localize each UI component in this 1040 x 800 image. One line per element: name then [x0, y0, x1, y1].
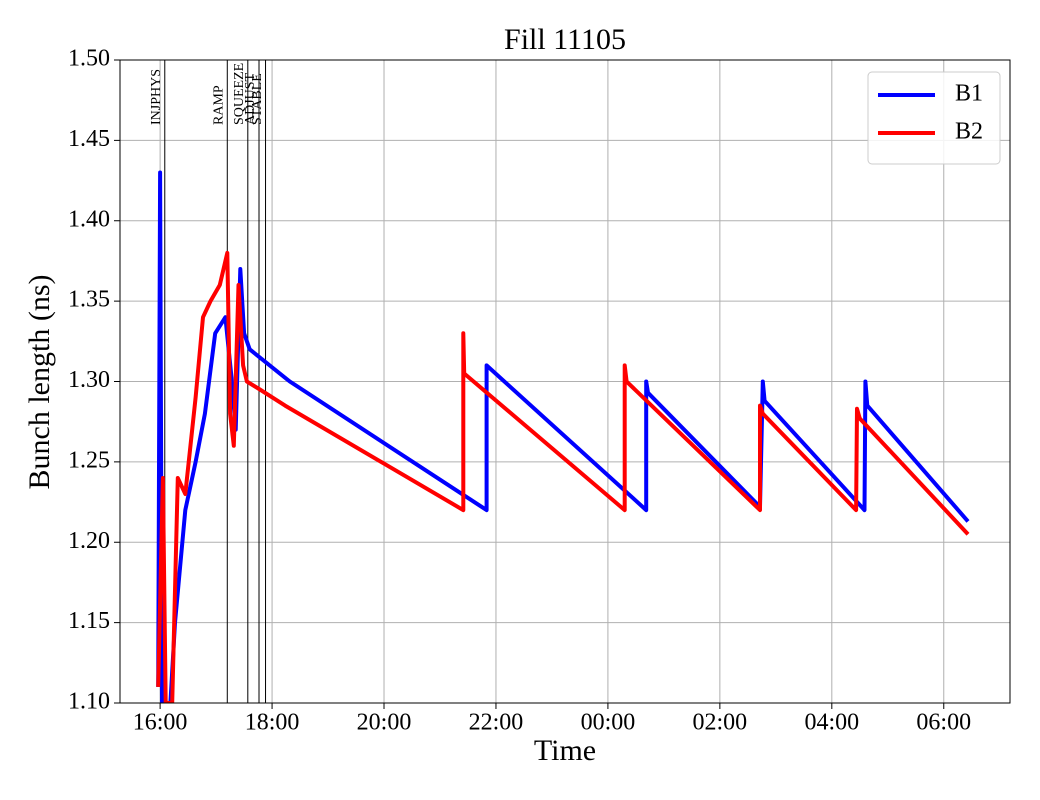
phase-label: ADJUST: [243, 72, 258, 125]
y-tick-label: 1.40: [68, 206, 110, 232]
phase-label: STABLE: [250, 73, 265, 125]
plot-frame: [119, 59, 1011, 704]
y-tick-label: 1.35: [68, 287, 110, 313]
y-tick-label: 1.45: [68, 126, 110, 152]
x-tick-label: 02:00: [693, 710, 748, 736]
x-tick-label: 00:00: [581, 710, 636, 736]
x-tick-label: 06:00: [916, 710, 971, 736]
series-line: [156, 250, 970, 703]
x-tick-label: 16:00: [133, 710, 188, 736]
x-tick-label: 18:00: [245, 710, 300, 736]
legend-label: B1: [955, 81, 983, 107]
y-tick-label: 1.20: [68, 528, 110, 554]
phase-label: RAMP: [212, 85, 227, 125]
y-tick-label: 1.10: [68, 689, 110, 715]
y-tick-label: 1.50: [68, 46, 110, 72]
chart-title: Fill 11105: [504, 23, 626, 56]
y-tick-label: 1.30: [68, 367, 110, 393]
x-tick-label: 22:00: [469, 710, 524, 736]
x-tick-label: 20:00: [357, 710, 412, 736]
legend-label: B2: [955, 119, 983, 145]
y-tick-label: 1.15: [68, 608, 110, 634]
y-axis-label: Bunch length (ns): [23, 275, 56, 490]
x-axis-label: Time: [534, 734, 596, 767]
series-line: [156, 170, 970, 703]
y-tick-label: 1.25: [68, 447, 110, 473]
phase-label: SQUEEZE: [232, 63, 247, 125]
phase-label: INJPHYS: [149, 69, 164, 125]
x-tick-label: 04:00: [804, 710, 859, 736]
